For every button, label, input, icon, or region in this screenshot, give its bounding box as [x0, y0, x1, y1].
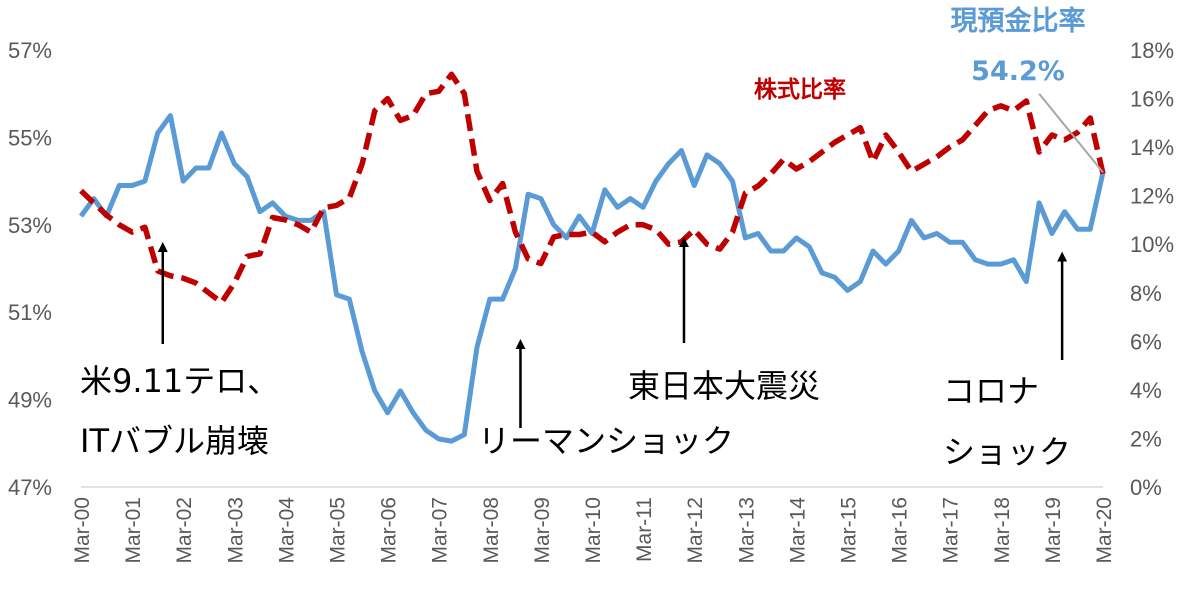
x-tick-label: Mar-16 — [889, 497, 912, 564]
stock-series-label: 株式比率 — [754, 76, 846, 103]
annotation-text: コロナ — [943, 372, 1039, 410]
annotation-text: 米9.11テロ、 — [80, 362, 279, 400]
x-tick-label: Mar-19 — [1042, 497, 1065, 564]
y-right-tick-label: 12% — [1130, 184, 1174, 209]
y-left-tick-label: 49% — [8, 388, 52, 413]
annotation-text: 東日本大震災 — [628, 367, 820, 405]
x-tick-label: Mar-03 — [224, 497, 247, 564]
x-tick-label: Mar-11 — [633, 497, 656, 562]
x-tick-label: Mar-01 — [122, 497, 145, 564]
y-right-tick-label: 14% — [1130, 135, 1174, 160]
y-right-tick-label: 16% — [1130, 87, 1174, 112]
axes: 47% 49% 51% 53% 55% 57% 0% 2% 4% 6% 8% 10% 12% 14% 16%… — [8, 38, 1174, 564]
y-left-tick-label: 51% — [8, 300, 52, 325]
x-tick-label: Mar-14 — [786, 497, 809, 564]
y-left-tick-label: 53% — [8, 213, 52, 238]
cash-series-label: 現預金比率 — [951, 5, 1086, 37]
x-tick-label: Mar-13 — [735, 497, 758, 564]
x-tick-label: Mar-15 — [838, 497, 861, 564]
y-left-tick-label: 57% — [8, 38, 52, 63]
annotation-text: ITバブル崩壊 — [80, 422, 269, 460]
x-tick-label: Mar-17 — [940, 497, 963, 564]
y-right-tick-label: 10% — [1130, 232, 1174, 257]
x-tick-label: Mar-04 — [275, 497, 298, 564]
y-right-tick-label: 2% — [1130, 426, 1162, 451]
x-tick-label: Mar-08 — [480, 497, 503, 564]
x-tick-label: Mar-09 — [531, 497, 554, 564]
y-right-tick-label: 18% — [1130, 38, 1174, 63]
annotation-text: リーマンショック — [478, 422, 734, 460]
x-tick-label: Mar-12 — [684, 497, 707, 564]
cash-value-label: 54.2% — [971, 56, 1065, 87]
x-tick-label: Mar-07 — [429, 497, 452, 564]
x-tick-label: Mar-18 — [991, 497, 1014, 564]
y-right-tick-label: 4% — [1130, 378, 1162, 403]
annotation-text: ショック — [943, 433, 1071, 471]
plot-area — [78, 71, 1106, 444]
y-right-tick-label: 6% — [1130, 329, 1162, 354]
y-left-tick-label: 55% — [8, 125, 52, 150]
x-tick-label: Mar-02 — [173, 497, 196, 564]
x-tick-label: Mar-05 — [327, 497, 350, 564]
trend-line — [1038, 93, 1104, 173]
y-right-tick-label: 0% — [1130, 475, 1162, 500]
x-tick-label: Mar-00 — [71, 497, 94, 564]
y-right-tick-label: 8% — [1130, 281, 1162, 306]
cash-ratio-line — [78, 113, 1106, 444]
x-tick-label: Mar-10 — [582, 497, 605, 564]
x-tick-label: Mar-06 — [378, 497, 401, 564]
stock-ratio-line — [79, 71, 1106, 306]
y-left-tick-label: 47% — [8, 475, 52, 500]
x-tick-label: Mar-20 — [1093, 497, 1116, 564]
